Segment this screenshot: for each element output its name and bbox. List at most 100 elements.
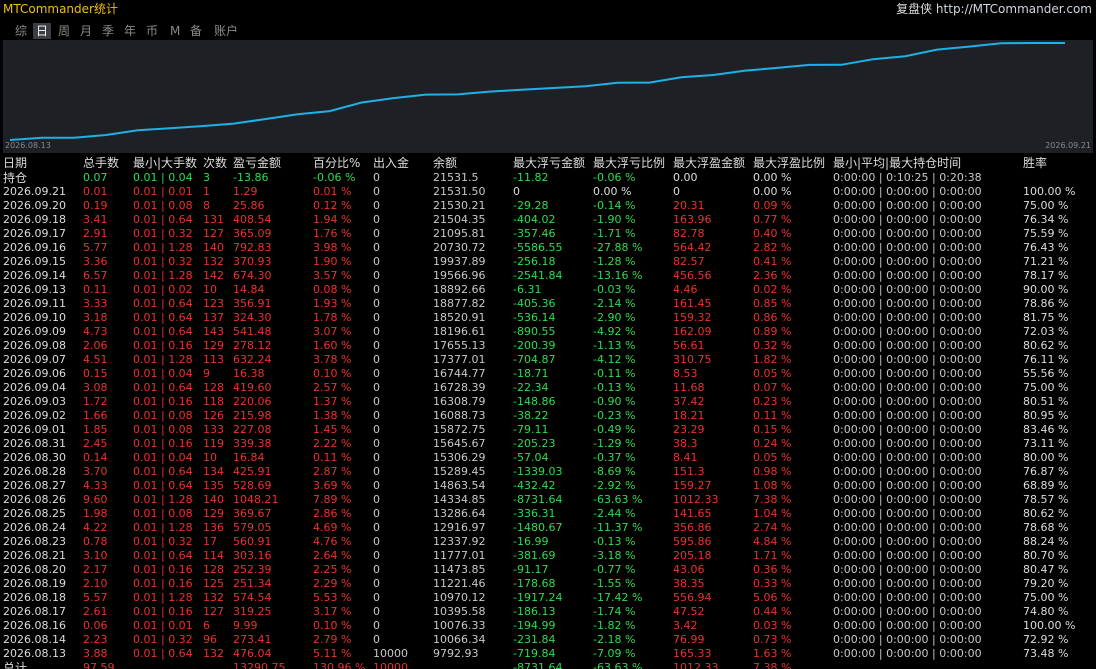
table-cell: 1012.33 [673,493,719,506]
table-cell: 215.98 [233,409,272,422]
table-cell: 16744.77 [433,367,486,380]
table-cell: 5.06 % [753,591,792,604]
table-cell: 3.69 % [313,479,352,492]
table-cell: 75.00 % [1023,199,1069,212]
table-cell: 5.11 % [313,647,352,660]
table-cell: 0.32 % [753,339,792,352]
table-cell: -1.55 % [593,577,636,590]
table-cell: 127 [203,605,224,618]
table-cell: 0.86 % [753,311,792,324]
table-cell: -16.99 [513,535,549,548]
table-cell: 16088.73 [433,409,486,422]
tab[interactable]: 月 [80,24,93,38]
table-cell: 0 [373,577,380,590]
table-cell: 5.53 % [313,591,352,604]
table-cell: 1.76 % [313,227,352,240]
table-cell: -1.71 % [593,227,636,240]
tab[interactable]: 币 [146,24,159,38]
table-cell: 0.98 % [753,465,792,478]
table-cell: 356.86 [673,521,712,534]
tab[interactable]: 年 [124,24,137,38]
table-cell: -704.87 [513,353,556,366]
table-cell: 425.91 [233,465,272,478]
table-cell: 0 [373,563,380,576]
table-cell: 476.04 [233,647,272,660]
table-cell: 37.42 [673,395,705,408]
table-cell: 136 [203,521,224,534]
table-cell: 0.01 | 0.64 [133,479,193,492]
table-cell: 0.10 % [313,619,352,632]
table-cell: 82.57 [673,255,705,268]
table-cell: 0 [373,297,380,310]
table-cell: 4.69 % [313,521,352,534]
tab[interactable]: 季 [102,24,115,38]
tab[interactable]: 备 [190,24,203,38]
table-cell: 0 [373,549,380,562]
table-cell: 0:00:00 | 0:00:00 | 0:00:00 [833,241,982,254]
table-cell: -1.13 % [593,339,636,352]
table-cell: 143 [203,325,224,338]
table-cell: 68.89 % [1023,479,1069,492]
position-cell: -0.06 % [313,171,356,184]
table-cell: 0.01 | 1.28 [133,353,193,366]
table-cell: 19937.89 [433,255,486,268]
column-header: 百分比% [313,156,361,170]
brand-link[interactable]: 复盘侠 http://MTCommander.com [896,2,1092,16]
table-cell: 556.94 [673,591,712,604]
tab[interactable]: 日 [33,23,52,39]
table-cell: -3.18 % [593,549,636,562]
table-cell: 78.68 % [1023,521,1069,534]
table-cell: 55.56 % [1023,367,1069,380]
table-cell: 140 [203,493,224,506]
table-cell: 2.64 % [313,549,352,562]
table-cell: 3.17 % [313,605,352,618]
table-cell: -200.39 [513,339,556,352]
table-cell: 0.14 [83,451,108,464]
table-cell: 73.11 % [1023,437,1069,450]
tab[interactable]: M [170,24,181,38]
tab[interactable]: 综 [15,24,28,38]
table-cell: 14863.54 [433,479,486,492]
table-cell: 75.00 % [1023,381,1069,394]
table-cell: 2.10 [83,577,108,590]
table-cell: 564.42 [673,241,712,254]
table-cell: 1.90 % [313,255,352,268]
table-cell: 251.34 [233,577,272,590]
table-cell: 2.25 % [313,563,352,576]
table-cell: -17.42 % [593,591,643,604]
table-cell: 100.00 % [1023,619,1076,632]
table-cell: 0:00:00 | 0:00:00 | 0:00:00 [833,535,982,548]
total-cell: 1012.33 [673,661,719,669]
table-cell: 1.93 % [313,297,352,310]
table-cell: 72.03 % [1023,325,1069,338]
table-cell: 0 [373,465,380,478]
table-cell: -91.17 [513,563,549,576]
table-cell: 2026.09.09 [3,325,66,338]
table-cell: 2026.09.20 [3,199,66,212]
table-cell: 78.17 % [1023,269,1069,282]
table-cell: 0.24 % [753,437,792,450]
table-cell: 0.15 [83,367,108,380]
table-cell: 0.01 | 0.64 [133,381,193,394]
table-cell: -719.84 [513,647,556,660]
table-cell: 0.01 | 1.28 [133,591,193,604]
table-cell: 2026.09.07 [3,353,66,366]
table-cell: 0.01 % [313,185,352,198]
table-cell: 0.01 | 0.32 [133,255,193,268]
table-cell: -1.82 % [593,619,636,632]
table-cell: 38.35 [673,577,705,590]
table-cell: 273.41 [233,633,272,646]
tab[interactable]: 周 [58,24,71,38]
table-cell: 132 [203,255,224,268]
table-cell: 0.44 % [753,605,792,618]
table-cell: 2026.09.01 [3,423,66,436]
table-cell: 19566.96 [433,269,486,282]
table-cell: 3.70 [83,465,108,478]
table-cell: 80.62 % [1023,339,1069,352]
table-cell: 0 [373,199,380,212]
table-cell: 18196.61 [433,325,486,338]
tab[interactable]: 账户 [214,24,239,38]
table-cell: 0.01 | 1.28 [133,269,193,282]
table-cell: 0.01 | 0.64 [133,647,193,660]
table-cell: 133 [203,423,224,436]
